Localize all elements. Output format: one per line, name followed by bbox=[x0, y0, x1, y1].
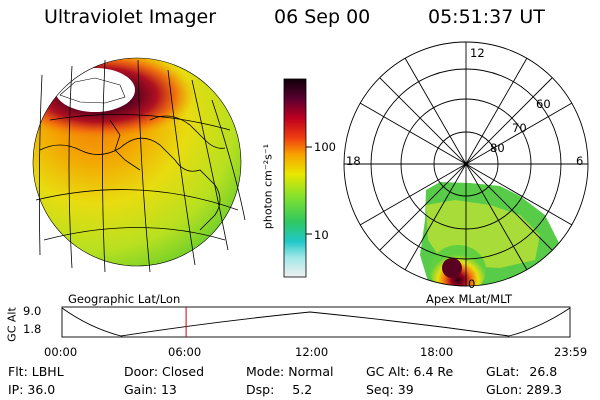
glat-status: GLat: 26.8 bbox=[486, 364, 557, 379]
seq-status: Seq: 39 bbox=[366, 382, 414, 397]
filter-value: LBHL bbox=[31, 364, 64, 379]
color-bar bbox=[283, 78, 312, 278]
mlat-label-80: 80 bbox=[490, 141, 505, 155]
altitude-ymin: 1.8 bbox=[23, 322, 42, 336]
mlt-label-6: 6 bbox=[576, 154, 584, 168]
glon-value: 289.3 bbox=[526, 382, 562, 397]
filter-status: Flt: LBHL bbox=[8, 364, 64, 379]
gcalt-status: GC Alt: 6.4 Re bbox=[366, 364, 453, 379]
mlat-label-60: 60 bbox=[536, 97, 551, 111]
mode-value: Normal bbox=[288, 364, 334, 379]
mode-status: Mode: Normal bbox=[246, 364, 334, 379]
colorbar-tick-10: 10 bbox=[314, 228, 329, 242]
instrument-title: Ultraviolet Imager bbox=[44, 6, 217, 28]
ip-label: IP: bbox=[8, 382, 24, 397]
dsp-value: 5.2 bbox=[292, 382, 313, 397]
door-value: Closed bbox=[162, 364, 205, 379]
seq-value: 39 bbox=[397, 382, 414, 397]
mlt-label-0: 0 bbox=[468, 277, 476, 291]
date-label: 06 Sep 00 bbox=[274, 6, 371, 28]
mlt-label-18: 18 bbox=[346, 154, 361, 168]
gcalt-value: 6.4 Re bbox=[413, 364, 454, 379]
gain-value: 13 bbox=[160, 382, 177, 397]
time-tick-1200: 12:00 bbox=[295, 345, 329, 359]
glon-label: GLon: bbox=[486, 382, 523, 397]
geographic-caption: Geographic Lat/Lon bbox=[68, 292, 181, 306]
glat-label: GLat: bbox=[486, 364, 520, 379]
door-label: Door: bbox=[124, 364, 159, 379]
dsp-label: Dsp: bbox=[246, 382, 275, 397]
time-tick-1800: 18:00 bbox=[420, 345, 454, 359]
mlat-label-70: 70 bbox=[512, 121, 527, 135]
apex-caption: Apex MLat/MLT bbox=[426, 292, 513, 306]
mlt-label-12: 12 bbox=[470, 46, 485, 60]
mode-label: Mode: bbox=[246, 364, 285, 379]
seq-label: Seq: bbox=[366, 382, 394, 397]
time-label: 05:51:37 UT bbox=[428, 6, 545, 28]
time-tick-2359: 23:59 bbox=[554, 345, 588, 359]
altitude-ymax: 9.0 bbox=[23, 304, 42, 318]
time-tick-0000: 00:00 bbox=[44, 345, 78, 359]
ip-status: IP: 36.0 bbox=[8, 382, 55, 397]
colorbar-tick-100: 100 bbox=[314, 140, 336, 154]
glon-status: GLon: 289.3 bbox=[486, 382, 562, 397]
gain-label: Gain: bbox=[124, 382, 157, 397]
door-status: Door: Closed bbox=[124, 364, 204, 379]
glat-value: 26.8 bbox=[529, 364, 558, 379]
filter-label: Flt: bbox=[8, 364, 28, 379]
ip-value: 36.0 bbox=[27, 382, 56, 397]
time-tick-0600: 06:00 bbox=[168, 345, 202, 359]
gain-status: Gain: 13 bbox=[124, 382, 177, 397]
dsp-status: Dsp: 5.2 bbox=[246, 382, 312, 397]
gcalt-label: GC Alt: bbox=[366, 364, 410, 379]
